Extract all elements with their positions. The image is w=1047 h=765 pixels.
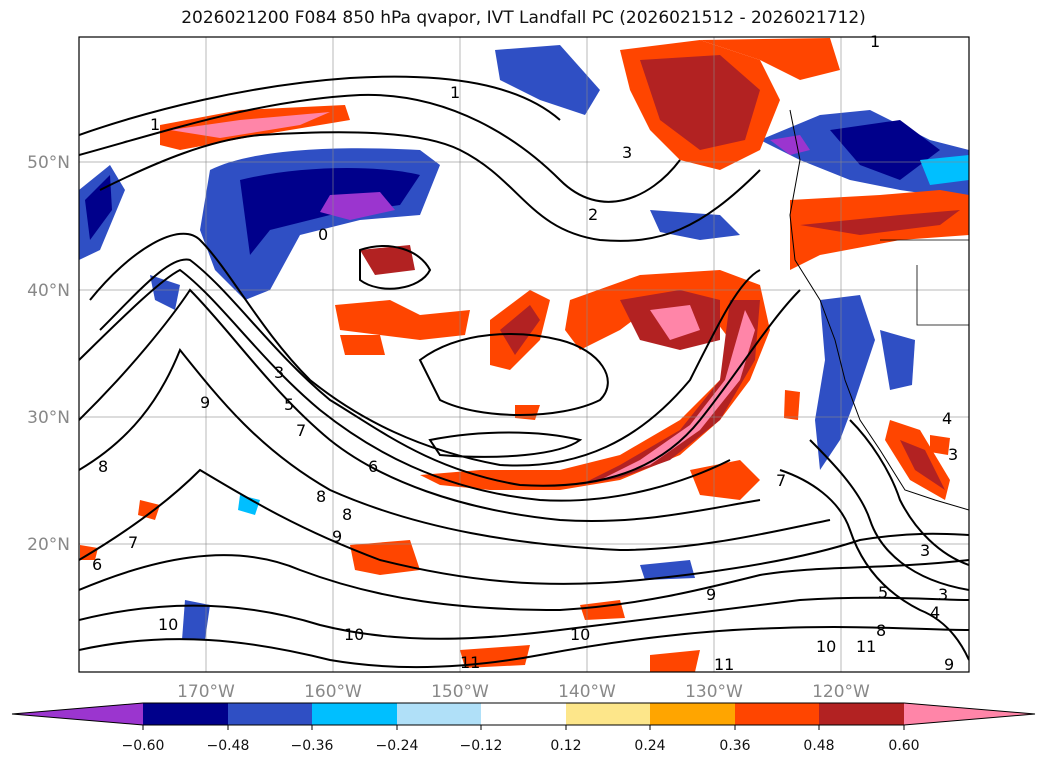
colorbar-segment bbox=[397, 703, 481, 725]
contour-label: 10 bbox=[158, 615, 178, 634]
colorbar-label: −0.24 bbox=[376, 738, 419, 754]
lat-label-20n: 20°N bbox=[27, 535, 70, 555]
contour-label: 7 bbox=[128, 533, 138, 552]
colorbar-extend-low bbox=[12, 703, 143, 725]
contour-label: 3 bbox=[920, 541, 930, 560]
contour-labels: 1 1 3 2 0 1 9 3 5 7 6 8 8 9 8 7 6 10 10 … bbox=[92, 32, 958, 674]
contour-label: 8 bbox=[876, 621, 886, 640]
colorbar-label: −0.12 bbox=[460, 738, 503, 754]
colorbar-extend-high bbox=[904, 703, 1035, 725]
colorbar-label: 0.12 bbox=[550, 738, 581, 754]
contour-label: 8 bbox=[98, 457, 108, 476]
contour-label: 9 bbox=[332, 527, 342, 546]
colorbar: −0.60 −0.48 −0.36 −0.24 −0.12 0.12 0.24 … bbox=[11, 702, 1036, 754]
colorbar-segment bbox=[228, 703, 312, 725]
map-plot-area bbox=[79, 37, 969, 672]
colorbar-label: −0.60 bbox=[122, 738, 165, 754]
contour-label: 3 bbox=[274, 363, 284, 382]
contour-label: 7 bbox=[776, 471, 786, 490]
contour-label: 1 bbox=[150, 115, 160, 134]
contour-label: 6 bbox=[368, 457, 378, 476]
contour-label: 6 bbox=[92, 555, 102, 574]
contour-label: 0 bbox=[318, 225, 328, 244]
colorbar-label: 0.24 bbox=[634, 738, 665, 754]
contour-label: 10 bbox=[570, 625, 590, 644]
negative-anomaly-fields bbox=[79, 45, 969, 640]
colorbar-segment bbox=[819, 703, 904, 725]
contour-label: 3 bbox=[622, 143, 632, 162]
contour-label: 4 bbox=[930, 603, 940, 622]
colorbar-label: 0.48 bbox=[803, 738, 834, 754]
colorbar-label: 0.60 bbox=[888, 738, 919, 754]
lat-label-50n: 50°N bbox=[27, 153, 70, 173]
contour-label: 11 bbox=[714, 655, 734, 674]
contour-label: 7 bbox=[296, 421, 306, 440]
colorbar-segment bbox=[735, 703, 819, 725]
contour-label: 4 bbox=[942, 409, 952, 428]
lat-label-30n: 30°N bbox=[27, 408, 70, 428]
contour-label: 9 bbox=[944, 655, 954, 674]
longitude-labels: 170°W 160°W 150°W 140°W 130°W 120°W bbox=[177, 682, 870, 702]
colorbar-label: −0.36 bbox=[291, 738, 334, 754]
contour-label: 10 bbox=[816, 637, 836, 656]
contour-label: 9 bbox=[706, 585, 716, 604]
lon-label-130w: 130°W bbox=[685, 682, 743, 702]
contour-label: 10 bbox=[344, 625, 364, 644]
colorbar-segment bbox=[143, 703, 228, 725]
colorbar-segment bbox=[650, 703, 735, 725]
map-title: 2026021200 F084 850 hPa qvapor, IVT Land… bbox=[181, 8, 866, 28]
contour-label: 5 bbox=[284, 395, 294, 414]
lon-label-160w: 160°W bbox=[304, 682, 362, 702]
colorbar-segment bbox=[566, 703, 650, 725]
map-frame bbox=[78, 36, 970, 673]
contour-label: 3 bbox=[938, 585, 948, 604]
lon-label-120w: 120°W bbox=[812, 682, 870, 702]
colorbar-ticks bbox=[142, 725, 905, 730]
lon-label-150w: 150°W bbox=[431, 682, 489, 702]
colorbar-segment bbox=[481, 703, 566, 725]
colorbar-segment bbox=[312, 703, 397, 725]
contour-label: 5 bbox=[878, 583, 888, 602]
colorbar-label: 0.36 bbox=[719, 738, 750, 754]
lat-label-40n: 40°N bbox=[27, 281, 70, 301]
contour-label: 11 bbox=[460, 653, 480, 672]
latitude-labels: 50°N 40°N 30°N 20°N bbox=[27, 153, 70, 555]
contour-label: 3 bbox=[948, 445, 958, 464]
lon-label-140w: 140°W bbox=[558, 682, 616, 702]
contour-label: 8 bbox=[342, 505, 352, 524]
contour-label: 2 bbox=[588, 205, 598, 224]
gridlines bbox=[79, 37, 969, 672]
contour-label: 9 bbox=[200, 393, 210, 412]
lon-label-170w: 170°W bbox=[177, 682, 235, 702]
contour-label: 1 bbox=[450, 83, 460, 102]
state-borders bbox=[880, 239, 969, 326]
contour-label: 1 bbox=[870, 32, 880, 51]
contour-label: 11 bbox=[856, 637, 876, 656]
contour-label: 8 bbox=[316, 487, 326, 506]
ivt-contours bbox=[79, 75, 969, 669]
colorbar-label: −0.48 bbox=[207, 738, 250, 754]
coastline bbox=[789, 109, 969, 511]
